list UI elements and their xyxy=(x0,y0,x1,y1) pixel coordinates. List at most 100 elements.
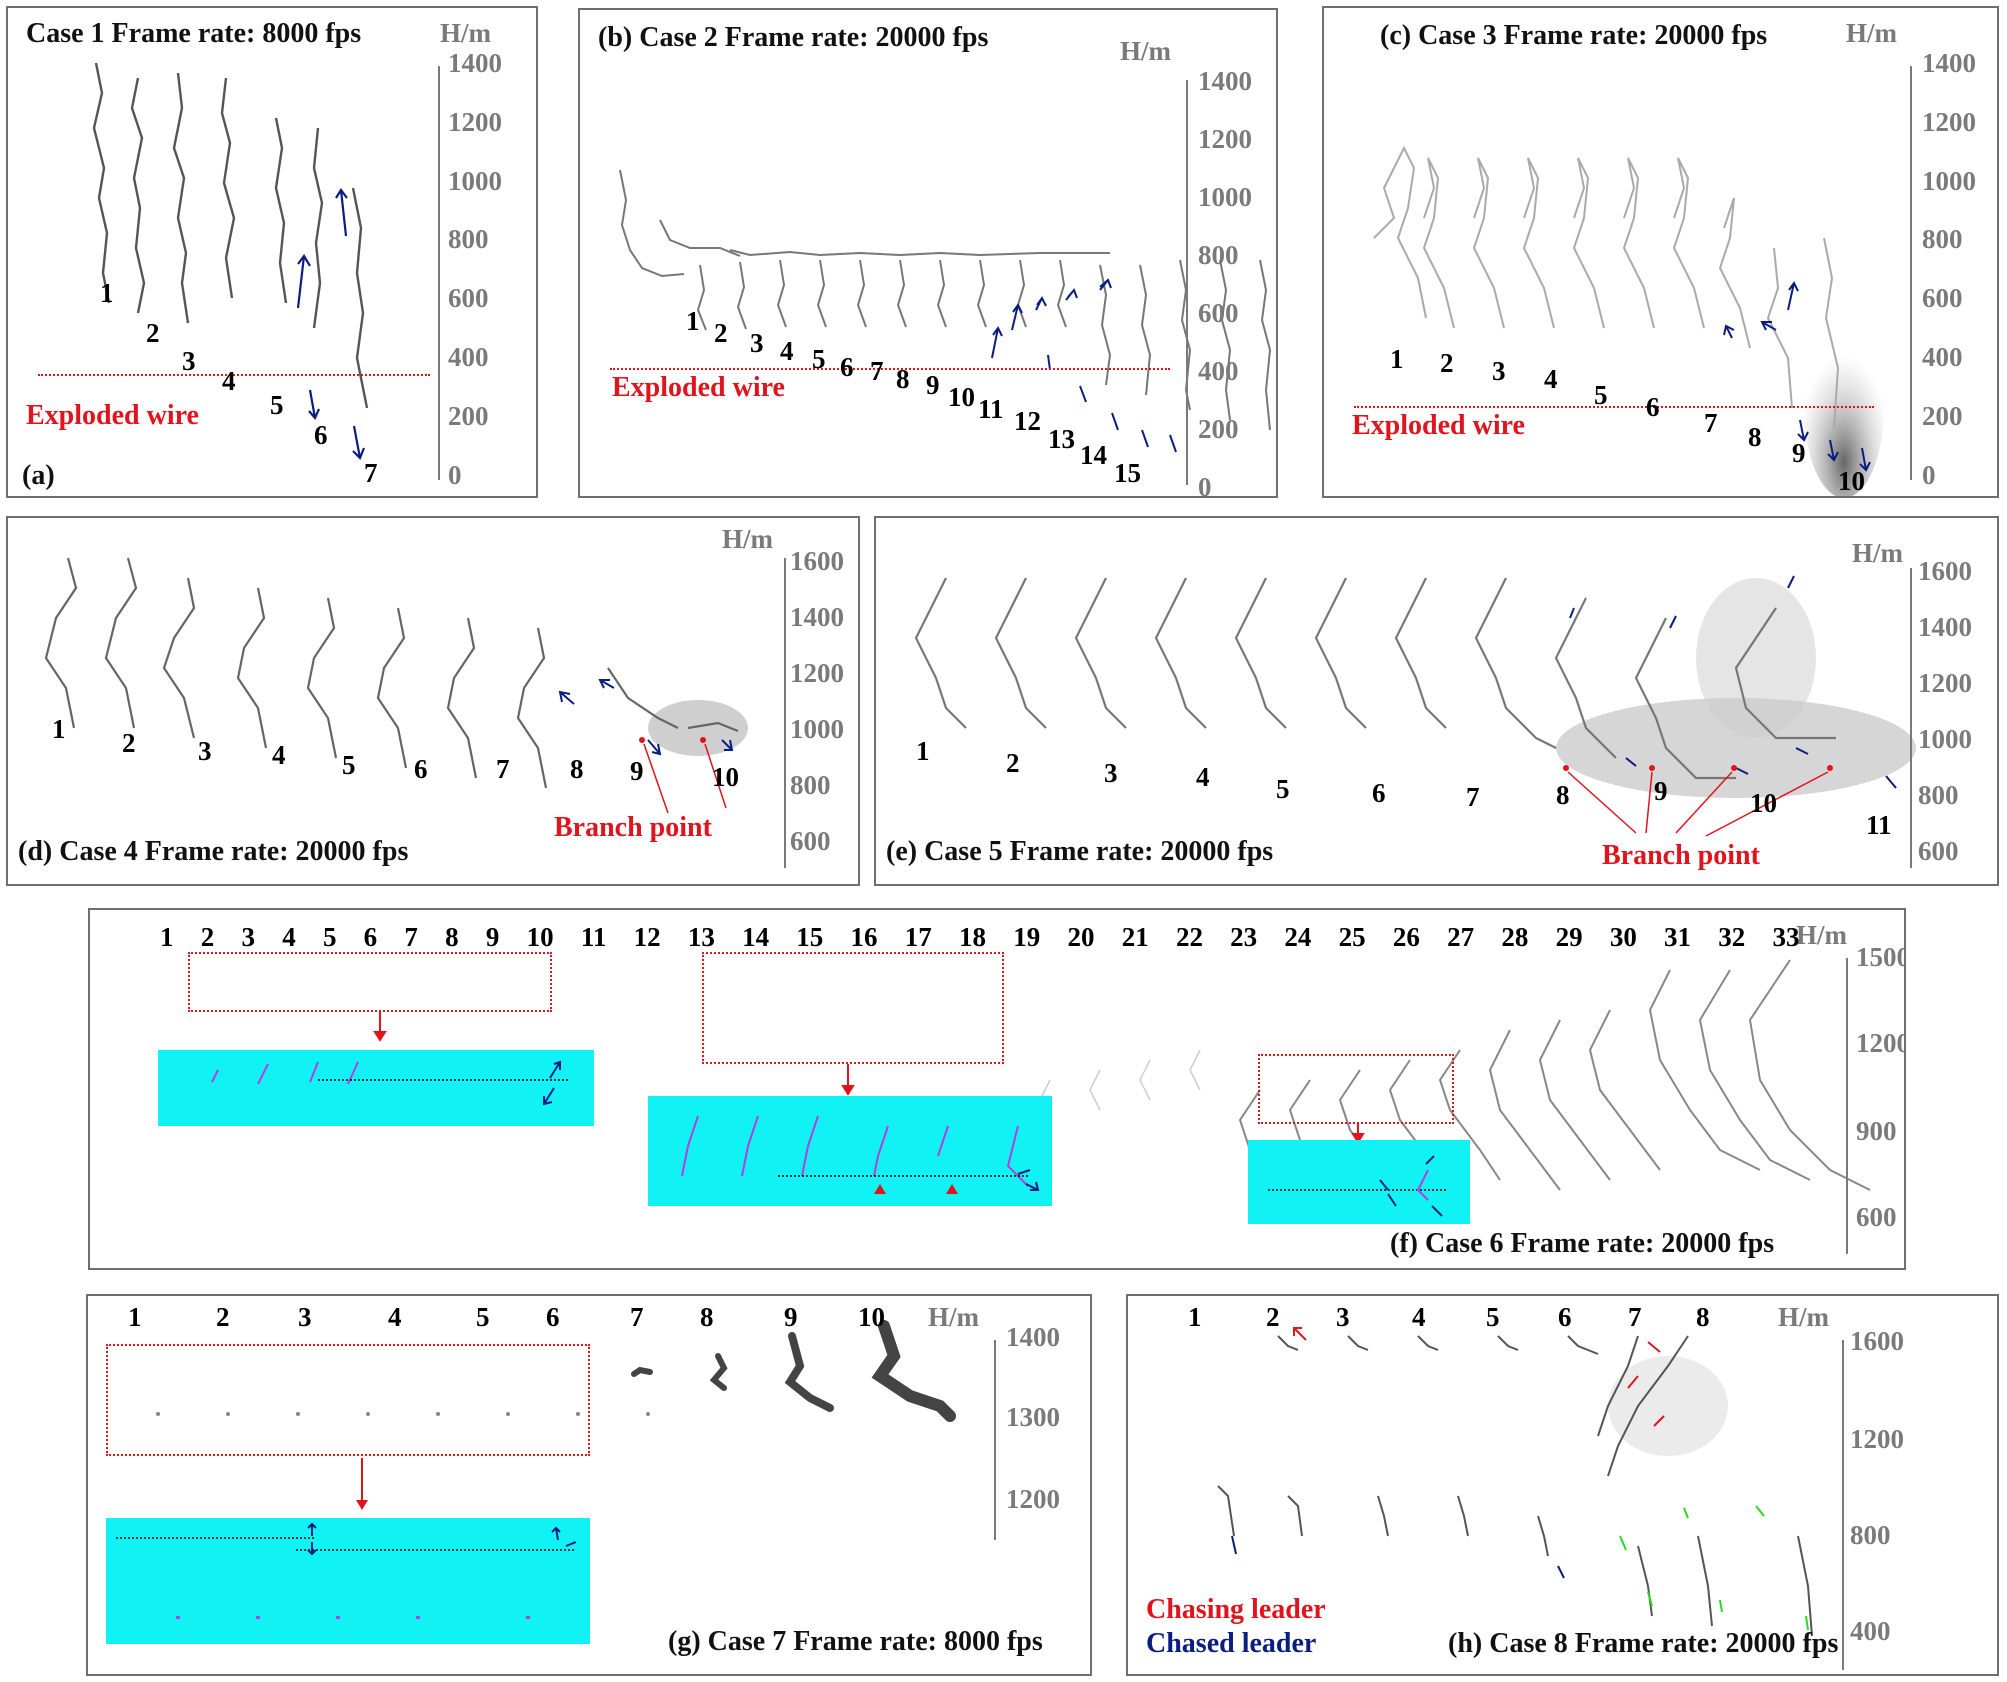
frame-label: 20 xyxy=(1067,922,1095,952)
panel-c-tick: 1200 xyxy=(1922,107,1976,137)
frame-label: 15 xyxy=(796,922,824,952)
panel-c: (c) Case 3 Frame rate: 20000 fps H/m 140… xyxy=(1322,6,1999,498)
frame-label: 9 xyxy=(784,1302,798,1332)
panel-g-tick: 1200 xyxy=(1006,1484,1060,1514)
frame-label: 2 xyxy=(1006,748,1020,778)
frame-label: 6 xyxy=(1372,778,1386,808)
panel-e-tick: 1400 xyxy=(1918,612,1972,642)
frame-label: 1 xyxy=(52,714,66,744)
frame-label: 2 xyxy=(122,728,136,758)
frame-label: 3 xyxy=(1492,356,1506,386)
panel-f-tick: 600 xyxy=(1856,1202,1897,1232)
panel-d-tick: 800 xyxy=(790,770,831,800)
panel-f-axis-label: H/m xyxy=(1796,920,1847,950)
panel-c-tick: 200 xyxy=(1922,401,1963,431)
panel-d-axis-label: H/m xyxy=(722,524,773,554)
frame-label: 7 xyxy=(496,754,510,784)
inset-1 xyxy=(158,1050,594,1126)
panel-a-title: Case 1 Frame rate: 8000 fps xyxy=(26,18,362,49)
panel-e-tick: 800 xyxy=(1918,780,1959,810)
frame-label: 3 xyxy=(298,1302,312,1332)
frame-label: 3 xyxy=(1336,1302,1350,1332)
frame-label: 13 xyxy=(687,922,715,952)
frame-label: 26 xyxy=(1392,922,1420,952)
panel-d-tick: 1200 xyxy=(790,658,844,688)
panel-d-tick: 600 xyxy=(790,826,831,856)
exploded-wire-label: Exploded wire xyxy=(1352,410,1525,441)
frame-label: 4 xyxy=(780,336,794,366)
frame-label: 17 xyxy=(904,922,932,952)
frame-label: 8 xyxy=(896,364,910,394)
panel-f: H/m 1500 1200 900 600 1 2 3 4 5 6 7 8 9 … xyxy=(88,908,1906,1270)
frame-label: 18 xyxy=(959,922,986,952)
frame-label: 22 xyxy=(1175,922,1203,952)
frame-label: 9 xyxy=(485,922,500,952)
panel-h-tick: 400 xyxy=(1850,1616,1891,1646)
frame-label: 5 xyxy=(476,1302,490,1332)
panel-d: H/m 1600 1400 1200 1000 800 600 1 2 3 4 … xyxy=(6,516,860,886)
panel-b-tick: 0 xyxy=(1198,472,1212,498)
frame-label: 3 xyxy=(182,346,196,376)
frame-label: 11 xyxy=(580,922,607,952)
frame-label: 15 xyxy=(1114,458,1141,488)
frame-label: 27 xyxy=(1447,922,1475,952)
panel-e-axis-label: H/m xyxy=(1852,538,1903,568)
frame-label: 9 xyxy=(630,756,644,786)
frame-label: 31 xyxy=(1664,922,1692,952)
branch-point-label: Branch point xyxy=(554,812,712,843)
panel-h-axis-label: H/m xyxy=(1778,1302,1829,1332)
frame-label: 7 xyxy=(1628,1302,1642,1332)
panel-h-leader-images xyxy=(1217,1327,1813,1637)
panel-a: Case 1 Frame rate: 8000 fps H/m 1400 120… xyxy=(6,6,538,498)
legend-chased-leader: Chased leader xyxy=(1146,1628,1317,1659)
panel-c-tick: 400 xyxy=(1922,342,1963,372)
panel-b-title: (b) Case 2 Frame rate: 20000 fps xyxy=(598,22,989,53)
panel-b-tick: 1000 xyxy=(1198,182,1252,212)
inset-2 xyxy=(648,1096,1052,1206)
panel-b-axis-label: H/m xyxy=(1120,36,1171,66)
frame-label: 2 xyxy=(200,922,215,952)
frame-label: 10 xyxy=(1838,466,1865,496)
panel-b-tick: 1200 xyxy=(1198,124,1252,154)
frame-label: 2 xyxy=(216,1302,230,1332)
frame-label: 3 xyxy=(750,328,764,358)
panel-e-title: (e) Case 5 Frame rate: 20000 fps xyxy=(886,836,1274,867)
panel-f-title: (f) Case 6 Frame rate: 20000 fps xyxy=(1390,1228,1775,1259)
panel-h-title: (h) Case 8 Frame rate: 20000 fps xyxy=(1448,1628,1839,1659)
frame-label: 23 xyxy=(1230,922,1258,952)
frame-label: 2 xyxy=(146,318,160,348)
frame-label: 5 xyxy=(812,344,826,374)
frame-label: 1 xyxy=(160,922,174,952)
frame-label: 6 xyxy=(840,352,854,382)
panel-a-leader-images xyxy=(92,62,369,460)
panel-h: 1 2 3 4 5 6 7 8 H/m 1600 1200 800 400 Ch… xyxy=(1126,1294,1999,1676)
frame-label: 7 xyxy=(1466,782,1480,812)
panel-e-leader-images xyxy=(914,575,1916,837)
panel-d-title: (d) Case 4 Frame rate: 20000 fps xyxy=(18,836,409,867)
frame-label: 5 xyxy=(1594,380,1608,410)
exploded-wire-label: Exploded wire xyxy=(26,400,199,431)
panel-f-tick: 1500 xyxy=(1856,942,1906,972)
panel-a-tick: 1000 xyxy=(448,166,502,196)
frame-label: 19 xyxy=(1013,922,1041,952)
frame-label: 2 xyxy=(1440,348,1454,378)
frame-label: 7 xyxy=(630,1302,644,1332)
panel-g: H/m 1400 1300 1200 1 2 3 4 5 6 7 8 9 10 … xyxy=(86,1294,1092,1676)
frame-label: 5 xyxy=(270,390,284,420)
frame-label: 7 xyxy=(364,458,378,488)
frame-label: 3 xyxy=(1104,758,1118,788)
frame-label: 8 xyxy=(700,1302,714,1332)
frame-label: 25 xyxy=(1338,922,1366,952)
panel-c-tick: 600 xyxy=(1922,283,1963,313)
frame-label: 1 xyxy=(1390,344,1404,374)
panel-e-tick: 600 xyxy=(1918,836,1959,866)
frame-label: 6 xyxy=(314,420,328,450)
frame-label: 32 xyxy=(1718,922,1746,952)
panel-c-tick: 1400 xyxy=(1922,48,1976,78)
frame-label: 1 xyxy=(128,1302,142,1332)
frame-label: 6 xyxy=(363,922,378,952)
panel-a-axis-label: H/m xyxy=(440,18,491,48)
frame-label: 2 xyxy=(714,318,728,348)
frame-label: 14 xyxy=(742,922,770,952)
frame-label: 7 xyxy=(870,356,884,386)
